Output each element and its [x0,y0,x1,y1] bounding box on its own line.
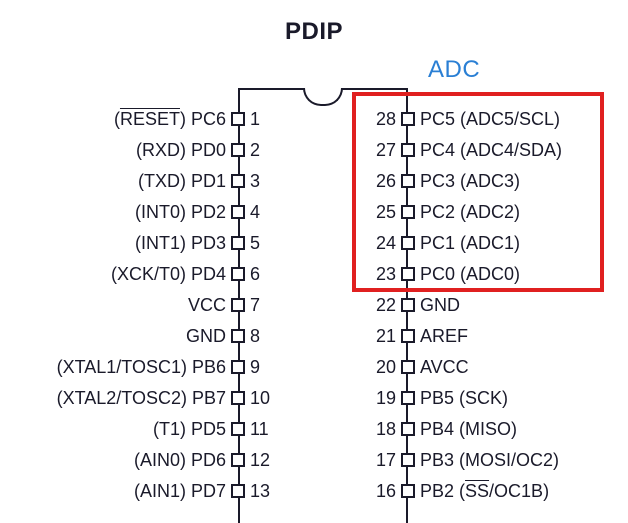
pin-label-right: PB3 (MOSI/OC2) [420,450,626,471]
pin-row: (XCK/T0) PD4 6 23 PC0 (ADC0) [0,262,628,286]
pin-label-right: PC1 (ADC1) [420,233,626,254]
pin-label-right: PC3 (ADC3) [420,171,626,192]
pin-pad [401,143,415,157]
pin-row: (XTAL1/TOSC1) PB6 9 20 AVCC [0,355,628,379]
pin-number: 3 [250,171,280,192]
pin-label-right: PC4 (ADC4/SDA) [420,140,626,161]
pinout-diagram: { "title": "PDIP", "title_color": "#1a1a… [0,0,628,523]
pin-label-right: PB4 (MISO) [420,419,626,440]
pin-number: 11 [250,419,280,440]
pin-label-right: AREF [420,326,626,347]
pin-label-right: PB2 (SS/OC1B) [420,481,626,502]
pin-pad [401,236,415,250]
pin-pad [401,174,415,188]
pin-pad [231,329,245,343]
pin-pad [231,112,245,126]
pin-label-left: (XCK/T0) PD4 [20,264,226,285]
pin-label-left: (AIN1) PD7 [20,481,226,502]
pin-number: 24 [366,233,396,254]
pin-row: (TXD) PD1 3 26 PC3 (ADC3) [0,169,628,193]
pin-number: 5 [250,233,280,254]
pin-pad [401,298,415,312]
pin-label-left: (AIN0) PD6 [20,450,226,471]
pin-pad [231,360,245,374]
pin-label-left: (T1) PD5 [20,419,226,440]
package-title: PDIP [0,18,628,46]
pin-label-left: (XTAL2/TOSC2) PB7 [20,388,226,409]
pin-row: VCC 7 22 GND [0,293,628,317]
pin-row: (INT0) PD2 4 25 PC2 (ADC2) [0,200,628,224]
pin-number: 22 [366,295,396,316]
pin-number: 21 [366,326,396,347]
pin-pad [231,298,245,312]
pin-row: GND 8 21 AREF [0,324,628,348]
pin-label-right: PC2 (ADC2) [420,202,626,223]
pin-number: 12 [250,450,280,471]
pin-number: 28 [366,109,396,130]
pin-number: 7 [250,295,280,316]
pin-number: 8 [250,326,280,347]
pin-label-right: PC5 (ADC5/SCL) [420,109,626,130]
pin-pad [231,174,245,188]
adc-annotation: ADC [428,56,480,84]
pin-label-left: (INT1) PD3 [20,233,226,254]
pin-label-left: (TXD) PD1 [20,171,226,192]
pin-number: 18 [366,419,396,440]
pin-number: 10 [250,388,280,409]
pin-number: 6 [250,264,280,285]
pin-number: 4 [250,202,280,223]
pin-pad [401,422,415,436]
pin-pad [401,453,415,467]
pin-pad [401,484,415,498]
pin-label-left: VCC [20,295,226,316]
pin-label-right: AVCC [420,357,626,378]
pin-pad [231,391,245,405]
pin-label-right: GND [420,295,626,316]
pin-pad [231,484,245,498]
pin-number: 19 [366,388,396,409]
pin-pad [231,267,245,281]
pin-number: 20 [366,357,396,378]
pin-pad [231,453,245,467]
pin-row: (RESET) PC6 1 28 PC5 (ADC5/SCL) [0,107,628,131]
pin-label-right: PC0 (ADC0) [420,264,626,285]
pin-number: 26 [366,171,396,192]
pin-label-left: (INT0) PD2 [20,202,226,223]
pin-label-left: (RXD) PD0 [20,140,226,161]
pin-row: (AIN1) PD7 13 16 PB2 (SS/OC1B) [0,479,628,503]
pin-pad [231,143,245,157]
pin-label-right: PB5 (SCK) [420,388,626,409]
pin-number: 13 [250,481,280,502]
pin-number: 23 [366,264,396,285]
pin-row: (INT1) PD3 5 24 PC1 (ADC1) [0,231,628,255]
pin-number: 25 [366,202,396,223]
pin-pad [401,360,415,374]
pin-pad [401,267,415,281]
pin-pad [231,236,245,250]
pin-pad [231,422,245,436]
pin-pad [401,329,415,343]
pin-label-left: (RESET) PC6 [20,109,226,130]
pin-label-left: (XTAL1/TOSC1) PB6 [20,357,226,378]
pin-number: 9 [250,357,280,378]
pin-number: 2 [250,140,280,161]
pin-pad [401,112,415,126]
pin-row: (XTAL2/TOSC2) PB7 10 19 PB5 (SCK) [0,386,628,410]
pin-number: 17 [366,450,396,471]
pin-pad [401,205,415,219]
pin-row: (AIN0) PD6 12 17 PB3 (MOSI/OC2) [0,448,628,472]
pin-row: (T1) PD5 11 18 PB4 (MISO) [0,417,628,441]
pin-pad [401,391,415,405]
pin-row: (RXD) PD0 2 27 PC4 (ADC4/SDA) [0,138,628,162]
pin-number: 27 [366,140,396,161]
pin-pad [231,205,245,219]
pin-number: 1 [250,109,280,130]
pin-label-left: GND [20,326,226,347]
pin-number: 16 [366,481,396,502]
